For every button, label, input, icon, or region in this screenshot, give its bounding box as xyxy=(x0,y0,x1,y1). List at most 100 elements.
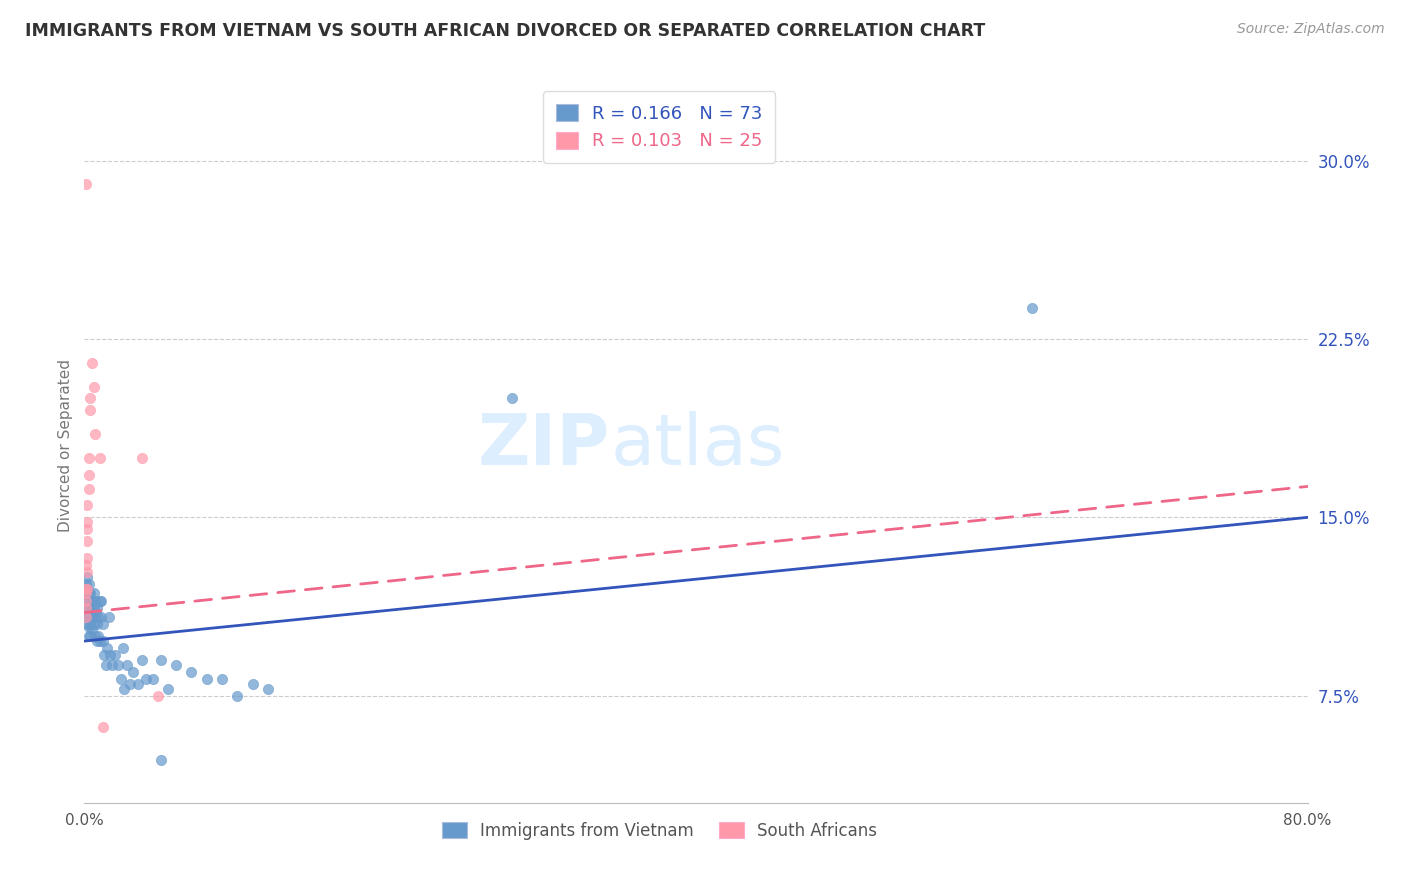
Point xyxy=(75,606,97,620)
Point xyxy=(76,586,98,600)
Point xyxy=(195,672,218,686)
Legend: Immigrants from Vietnam, South Africans: Immigrants from Vietnam, South Africans xyxy=(433,814,886,848)
Point xyxy=(83,617,105,632)
Point xyxy=(77,629,100,643)
Point xyxy=(76,499,98,513)
Text: IMMIGRANTS FROM VIETNAM VS SOUTH AFRICAN DIVORCED OR SEPARATED CORRELATION CHART: IMMIGRANTS FROM VIETNAM VS SOUTH AFRICAN… xyxy=(25,22,986,40)
Point xyxy=(111,641,134,656)
Point xyxy=(211,672,233,686)
Point xyxy=(76,582,98,596)
Point xyxy=(90,610,112,624)
Point xyxy=(79,629,101,643)
Point xyxy=(80,622,103,636)
Point xyxy=(79,606,101,620)
Point xyxy=(76,550,98,565)
Point xyxy=(131,450,153,465)
Point xyxy=(80,356,103,370)
Point xyxy=(79,617,101,632)
Point xyxy=(1021,301,1043,315)
Point xyxy=(87,629,110,643)
Point xyxy=(157,681,180,696)
Point xyxy=(112,681,135,696)
Point xyxy=(76,596,98,610)
Point xyxy=(89,450,111,465)
Point xyxy=(120,677,142,691)
Point xyxy=(83,379,105,393)
Point xyxy=(77,620,100,634)
Point xyxy=(75,558,97,572)
Point xyxy=(83,600,105,615)
Point xyxy=(149,753,172,767)
Point xyxy=(77,450,100,465)
Point xyxy=(75,582,97,596)
Point xyxy=(180,665,202,679)
Point xyxy=(115,657,138,672)
Point xyxy=(75,593,97,607)
Point xyxy=(89,634,111,648)
Point xyxy=(80,593,103,607)
Point xyxy=(93,648,115,663)
Point xyxy=(79,596,101,610)
Point xyxy=(146,689,169,703)
Point xyxy=(142,672,165,686)
Point xyxy=(91,634,114,648)
Point xyxy=(75,610,97,624)
Point xyxy=(79,403,101,417)
Point xyxy=(75,178,97,192)
Point xyxy=(86,617,108,632)
Point xyxy=(84,629,107,643)
Point xyxy=(76,582,98,596)
Point xyxy=(77,467,100,482)
Point xyxy=(77,577,100,591)
Point xyxy=(127,677,149,691)
Point xyxy=(96,641,118,656)
Point xyxy=(77,593,100,607)
Point xyxy=(79,392,101,406)
Point xyxy=(131,653,153,667)
Text: Source: ZipAtlas.com: Source: ZipAtlas.com xyxy=(1237,22,1385,37)
Point xyxy=(75,600,97,615)
Point xyxy=(77,610,100,624)
Point xyxy=(91,720,114,734)
Text: atlas: atlas xyxy=(610,411,785,481)
Point xyxy=(76,617,98,632)
Point xyxy=(86,634,108,648)
Point xyxy=(135,672,157,686)
Point xyxy=(76,534,98,549)
Point xyxy=(98,648,121,663)
Point xyxy=(89,593,111,607)
Point xyxy=(110,672,132,686)
Point xyxy=(79,586,101,600)
Point xyxy=(76,610,98,624)
Point xyxy=(77,600,100,615)
Point xyxy=(97,610,120,624)
Point xyxy=(80,610,103,624)
Point xyxy=(75,586,97,600)
Point xyxy=(104,648,127,663)
Point xyxy=(83,586,105,600)
Point xyxy=(84,610,107,624)
Point xyxy=(86,600,108,615)
Point xyxy=(77,482,100,496)
Point xyxy=(77,586,100,600)
Point xyxy=(94,657,117,672)
Point xyxy=(76,515,98,529)
Point xyxy=(91,617,114,632)
Point xyxy=(75,593,97,607)
Point xyxy=(84,593,107,607)
Point xyxy=(90,593,112,607)
Point xyxy=(149,653,172,667)
Point xyxy=(107,657,129,672)
Point xyxy=(80,600,103,615)
Point xyxy=(101,657,124,672)
Point xyxy=(257,681,280,696)
Point xyxy=(122,665,145,679)
Y-axis label: Divorced or Separated: Divorced or Separated xyxy=(58,359,73,533)
Point xyxy=(75,577,97,591)
Point xyxy=(165,657,187,672)
Point xyxy=(75,586,97,600)
Point xyxy=(84,427,107,442)
Point xyxy=(242,677,264,691)
Point xyxy=(87,610,110,624)
Point xyxy=(226,689,249,703)
